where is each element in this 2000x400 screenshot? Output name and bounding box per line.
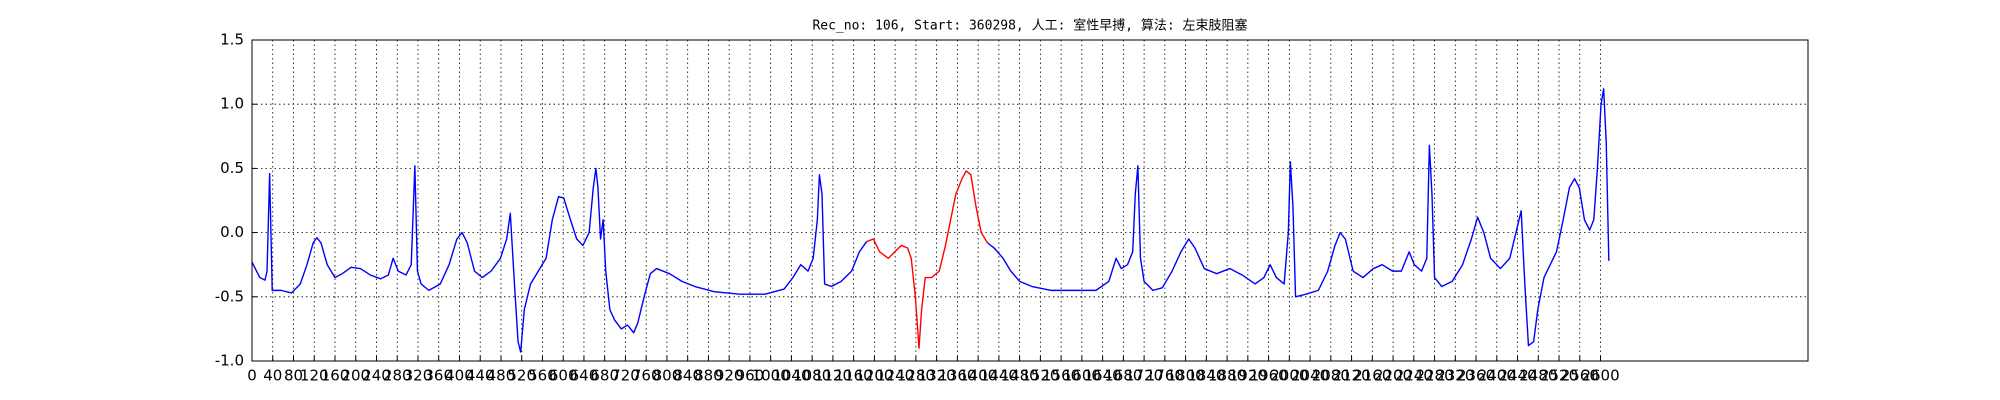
x-tick-label: 1280 [897,367,935,385]
x-tick-label: 440 [466,367,495,385]
x-tick-label: 360 [424,367,453,385]
x-tick-label: 2160 [1353,367,1391,385]
x-tick-label: 80 [284,367,303,385]
x-tick-label: 680 [590,367,619,385]
line [251,165,868,353]
x-tick-label: 1200 [855,367,893,385]
x-tick-label: 1040 [772,367,810,385]
x-tick-label: 1960 [1249,367,1287,385]
x-tick-label: 400 [445,367,474,385]
x-tick-label: 2320 [1436,367,1474,385]
x-tick-label: 1400 [959,367,997,385]
line [866,170,989,349]
y-tick-label: 0.5 [220,159,244,177]
x-tick-label: 1360 [938,367,976,385]
x-tick-label: 1600 [1063,367,1101,385]
x-tick-label: 1160 [835,367,873,385]
x-tick-label: 1520 [1021,367,1059,385]
x-tick-label: 640 [570,367,599,385]
x-tick-label: 480 [487,367,516,385]
x-tick-label: 40 [263,367,282,385]
x-tick-label: 1680 [1104,367,1142,385]
y-tick-label: 1.5 [220,31,244,49]
x-tick-label: 2200 [1374,367,1412,385]
x-tick-label: 2440 [1498,367,1536,385]
x-tick-label: 2560 [1561,367,1599,385]
x-tick-label: 1000 [752,367,790,385]
x-tick-label: 720 [611,367,640,385]
x-tick-label: 2400 [1478,367,1516,385]
x-tick-label: 2480 [1519,367,1557,385]
x-tick-label: 2000 [1270,367,1308,385]
x-tick-label: 160 [321,367,350,385]
x-tick-label: 1560 [1042,367,1080,385]
y-tick-label: 1.0 [220,95,244,113]
x-tick-label: 960 [736,367,765,385]
x-tick-label: 320 [404,367,433,385]
x-tick-label: 2280 [1415,367,1453,385]
x-tick-label: 1240 [876,367,914,385]
x-tick-label: 1840 [1187,367,1225,385]
x-tick-label: 2040 [1291,367,1329,385]
x-tick-label: 1640 [1084,367,1122,385]
x-tick-label: 1080 [793,367,831,385]
x-tick-label: 120 [300,367,329,385]
x-tick-label: 0 [247,367,257,385]
chart-title: Rec_no: 106, Start: 360298, 人工: 室性早搏, 算法… [812,18,1247,34]
x-tick-label: 1800 [1167,367,1205,385]
x-tick-label: 600 [549,367,578,385]
x-tick-label: 920 [715,367,744,385]
x-tick-label: 2120 [1332,367,1370,385]
x-tick-label: 1920 [1229,367,1267,385]
x-tick-label: 2360 [1457,367,1495,385]
line [987,88,1610,347]
x-tick-label: 880 [694,367,723,385]
x-tick-label: 520 [507,367,536,385]
x-tick-label: 2240 [1395,367,1433,385]
x-tick-label: 840 [673,367,702,385]
x-tick-label: 1720 [1125,367,1163,385]
x-tick-label: 1880 [1208,367,1246,385]
x-tick-label: 280 [383,367,412,385]
y-tick-label: -1.0 [215,352,244,370]
x-tick-label: 240 [362,367,391,385]
x-tick-label: 2520 [1540,367,1578,385]
x-tick-label: 760 [632,367,661,385]
x-tick-label: 1760 [1146,367,1184,385]
x-tick-label: 560 [528,367,557,385]
x-tick-label: 2080 [1312,367,1350,385]
x-tick-label: 1120 [814,367,852,385]
x-tick-label: 2600 [1581,367,1619,385]
y-tick-label: -0.5 [215,287,244,305]
y-tick-label: 0.0 [220,223,244,241]
x-tick-label: 1440 [980,367,1018,385]
x-tick-label: 1320 [918,367,956,385]
x-tick-label: 800 [653,367,682,385]
x-tick-label: 200 [341,367,370,385]
x-tick-label: 1480 [1001,367,1039,385]
plot-frame [251,39,1809,362]
